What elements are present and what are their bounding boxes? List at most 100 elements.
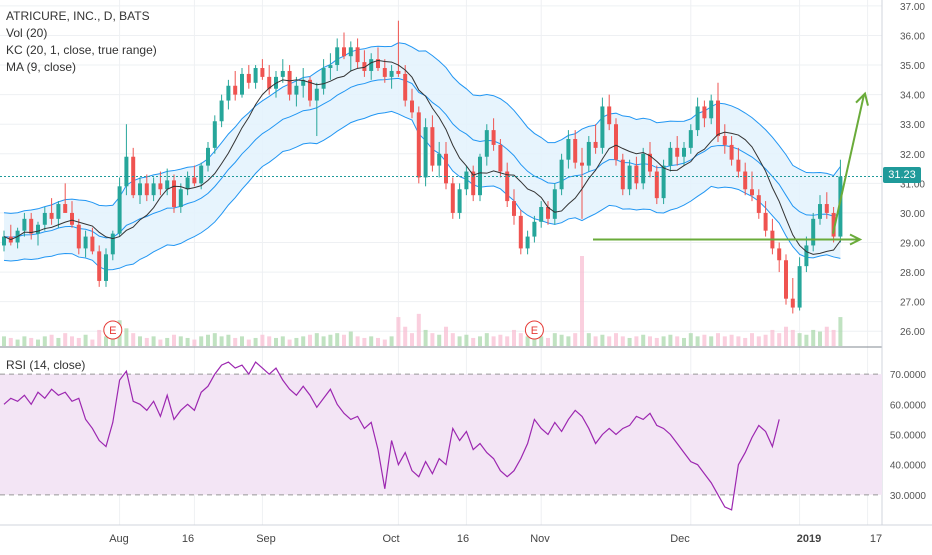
candle-body [736,159,741,172]
candle-body [722,136,727,145]
volume-bar [430,333,435,346]
volume-bar [124,328,129,346]
candle-body [818,204,822,219]
candle-body [552,189,557,219]
candle-body [756,195,761,213]
candle-body [804,245,809,267]
candle-body [824,204,829,213]
symbol-title[interactable]: ATRICURE, INC., D, BATS [6,9,150,23]
candle-body [342,47,346,57]
volume-bar [614,333,618,346]
candle-body [233,85,238,95]
volume-bar [355,336,360,346]
volume-bar [185,337,190,346]
candle-body [165,180,170,190]
ma-indicator-label[interactable]: MA (9, close) [6,60,77,74]
candle-body [831,212,836,237]
candle-body [444,153,448,184]
volume-bar [410,333,414,346]
volume-bar [233,337,238,346]
candle-body [22,218,27,231]
candle-body [124,156,129,187]
volume-bar [158,339,163,346]
volume-bar [212,333,217,346]
volume-bar [552,333,557,346]
volume-bar [280,336,285,346]
volume-bar [131,333,136,346]
rsi-indicator-label[interactable]: RSI (14, close) [6,358,86,372]
volume-bar [362,337,367,346]
volume-bar [328,334,333,346]
annotations [0,91,882,246]
volume-bar [15,339,20,346]
candle-body [743,171,748,190]
price-tick-label: 27.00 [900,298,925,309]
candle-body [56,204,61,219]
candle-body [355,47,360,63]
candle-body [178,189,183,208]
volume-bar [389,336,394,346]
candle-body [362,62,367,71]
support-arrow-head [849,233,863,246]
volume-bar [83,334,88,346]
earnings-label: E [531,325,538,337]
channel-fill [4,42,841,270]
candle-body [396,70,401,74]
volume-bar [246,339,251,346]
volume-indicator-label[interactable]: Vol (20) [6,26,48,40]
candle-body [376,59,380,69]
ma-line [3,59,841,255]
candle-body [144,183,149,196]
candle-body [335,47,340,66]
volume-bar [790,329,795,346]
volume-bar [634,336,639,346]
volume-bar [8,337,13,346]
volume-bar [702,334,707,346]
candle-body [688,130,693,148]
candle-body [42,212,47,225]
candle-body [328,65,333,69]
candle-body [348,47,353,57]
volume-bar [729,334,734,346]
rsi-band [0,374,882,495]
candle-body [675,147,680,157]
time-tick-label: Aug [109,533,129,545]
candle-body [97,251,102,281]
volume-bar [165,337,170,346]
candle-body [416,112,421,178]
volume-bar [491,336,496,346]
volume-bar [97,329,102,346]
volume-bar [512,329,516,346]
volume-bar [811,329,816,346]
volume-bar [151,336,156,346]
candle-body [512,201,516,216]
volume-bar [22,336,27,346]
candle-body [301,79,306,86]
price-axis: 26.00 27.00 28.00 29.00 30.00 31.00 32.00 33.00… [900,2,925,338]
volume-bar [620,336,625,346]
volume-bar [444,326,448,346]
candle-body [36,224,40,234]
candle-body [614,124,618,160]
candle-body [70,212,74,225]
candle-body [117,186,122,234]
price-tick-label: 30.00 [900,209,925,220]
candle-body [607,106,612,125]
candle-body [566,138,571,160]
candle-body [450,183,455,213]
candle-body [546,207,550,219]
indicator-legend: ATRICURE, INC., D, BATS Vol (20) KC (20,… [6,8,157,76]
rsi-tick-label: 70.0000 [890,370,927,381]
candle-body [709,100,714,119]
volume-bar [308,334,312,346]
volume-bar [464,334,469,346]
keltner-indicator-label[interactable]: KC (20, 1, close, true range) [6,43,157,57]
volume-bar [172,334,176,346]
rsi-line [3,361,780,511]
volume-bar [838,317,843,346]
volume-bar [2,336,6,346]
volume-bar [648,336,652,346]
volume-bar [56,337,61,346]
price-tick-label: 36.00 [900,31,925,42]
